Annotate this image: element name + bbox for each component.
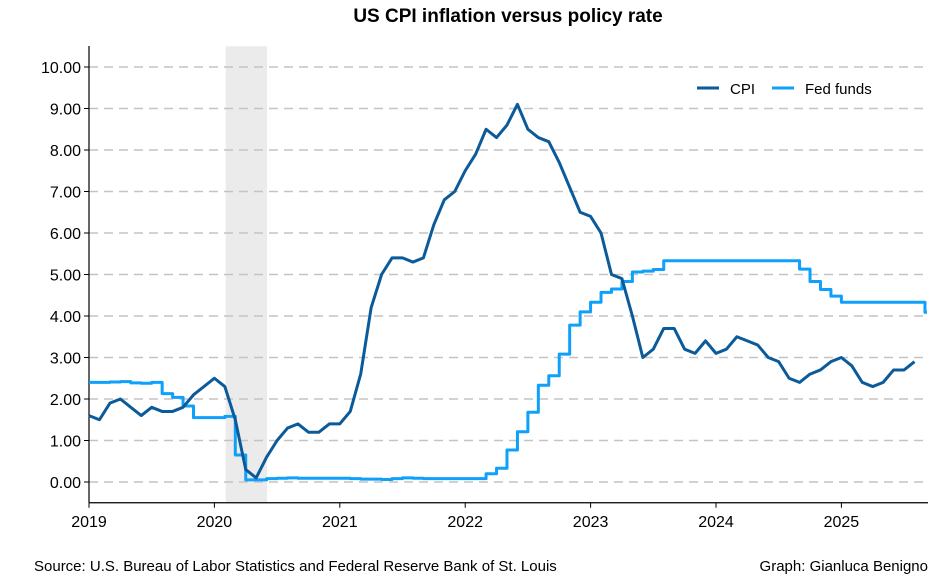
series-group [88,102,927,482]
y-tick-label: 3.00 [50,351,81,368]
y-tick-label: 2.00 [50,392,81,409]
x-tick-label: 2020 [197,514,233,531]
x-tick-label: 2023 [573,514,609,531]
y-tick-label: 1.00 [50,434,81,451]
series-line-cpi [88,102,916,480]
source-note: Source: U.S. Bureau of Labor Statistics … [34,558,557,575]
y-tick-label: 5.00 [50,268,81,285]
y-tick-label: 9.00 [50,102,81,119]
graph-credit: Graph: Gianluca Benigno [759,558,928,575]
y-tick-label: 10.00 [41,60,81,77]
y-tick-label: 6.00 [50,226,81,243]
y-tick-label: 0.00 [50,475,81,492]
x-tick-label: 2022 [447,514,483,531]
y-tick-label: 7.00 [50,185,81,202]
y-tick-label: 4.00 [50,309,81,326]
x-tick-label: 2021 [322,514,358,531]
x-tick-label: 2025 [824,514,860,531]
chart-title: US CPI inflation versus policy rate [353,6,663,27]
x-tick-label: 2019 [71,514,107,531]
legend: CPI Fed funds [697,81,872,98]
series-line-fed-funds [89,259,927,482]
x-tick-label: 2024 [698,514,734,531]
legend-label: CPI [730,81,755,98]
legend-label: Fed funds [805,81,872,98]
y-tick-label: 8.00 [50,143,81,160]
